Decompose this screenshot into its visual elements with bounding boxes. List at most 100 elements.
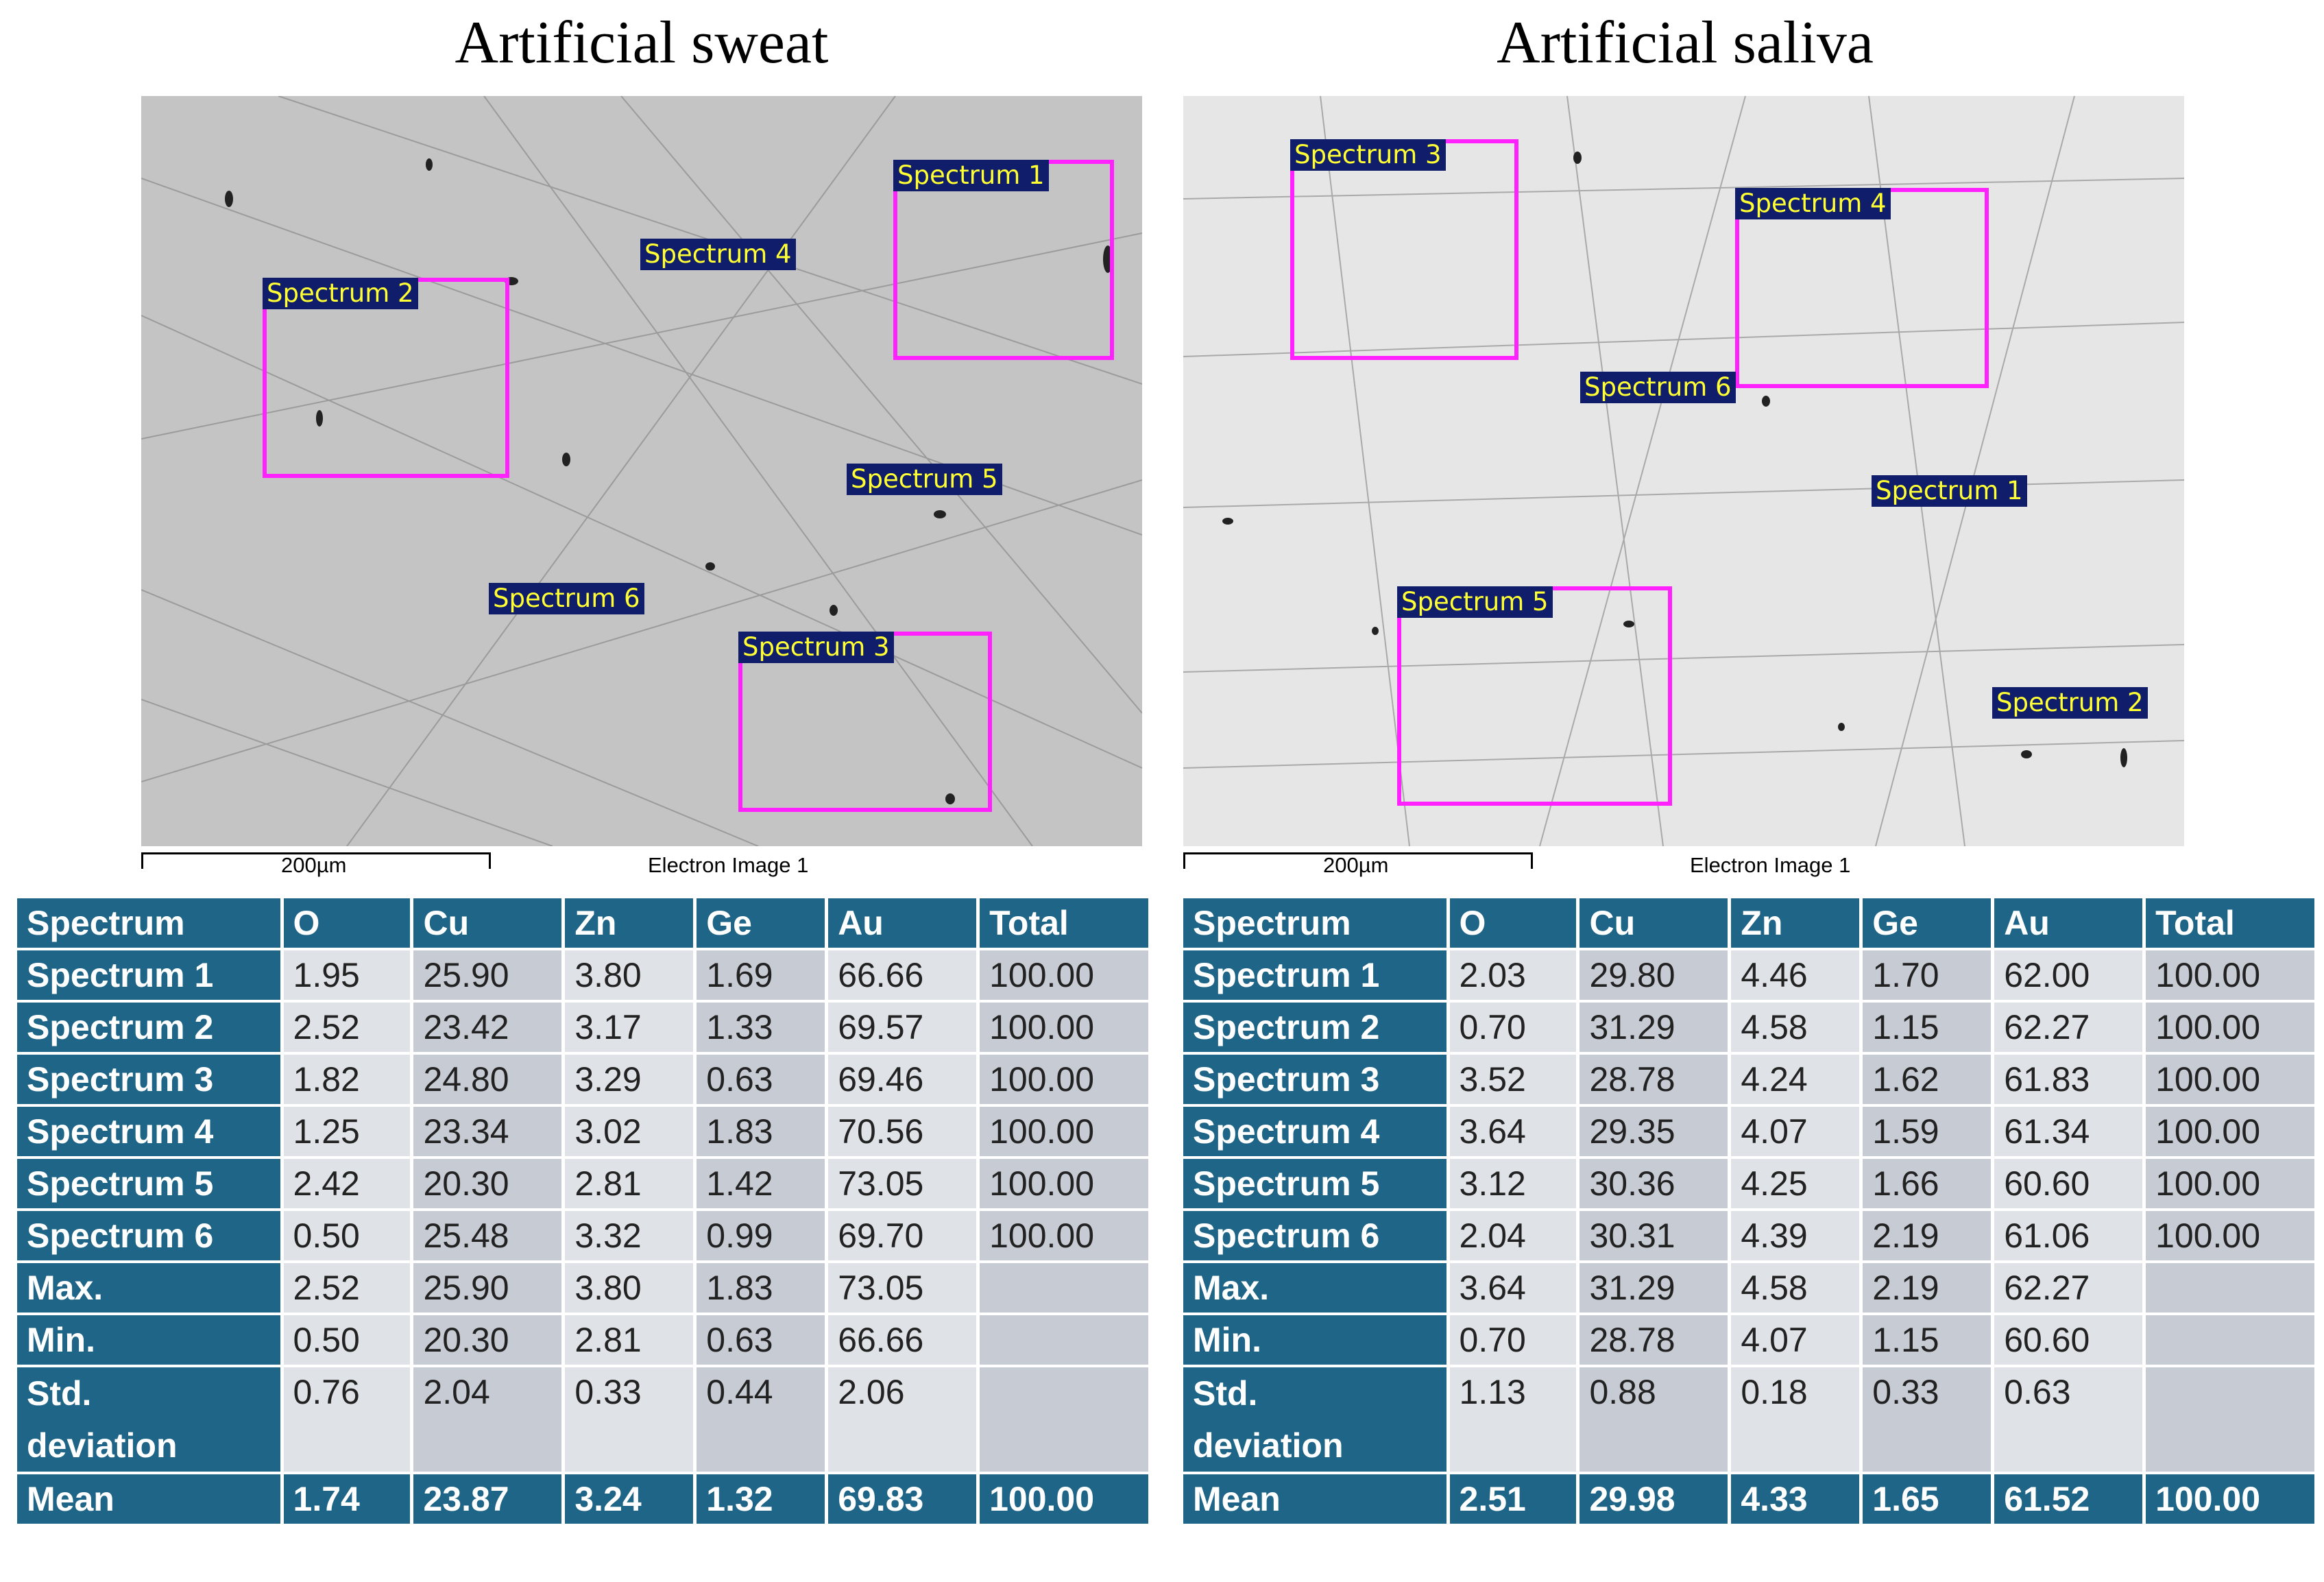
cell: 25.90 [413, 950, 562, 1000]
image-label: Electron Image 1 [1690, 853, 1851, 877]
cell: 1.83 [697, 1263, 825, 1313]
header-cell: Au [828, 898, 977, 948]
cell [2146, 1367, 2314, 1472]
cell: 2.51 [1449, 1474, 1577, 1524]
cell: 100.00 [980, 1159, 1148, 1208]
header-cell: O [283, 898, 411, 948]
cell: 29.80 [1579, 950, 1728, 1000]
cell: 31.29 [1579, 1263, 1728, 1313]
cell: 3.02 [565, 1107, 694, 1156]
cell: 0.63 [697, 1315, 825, 1365]
row-label: Spectrum 6 [1183, 1211, 1447, 1260]
cell: 100.00 [2146, 1211, 2314, 1260]
cell: 73.05 [828, 1159, 977, 1208]
saliva-panel: Artificial saliva Spectrum 1 Spectrum 2 … [1183, 0, 2321, 1582]
cell: 3.32 [565, 1211, 694, 1260]
cell: 60.60 [1994, 1315, 2143, 1365]
row-label: Spectrum 5 [17, 1159, 280, 1208]
table-row: Spectrum 5 3.12 30.36 4.25 1.66 60.60 10… [1183, 1159, 2314, 1208]
row-label: Spectrum 4 [1183, 1107, 1447, 1156]
cell: 4.58 [1731, 1263, 1860, 1313]
cell: 0.63 [697, 1055, 825, 1104]
cell: 1.69 [697, 950, 825, 1000]
cell [2146, 1263, 2314, 1313]
std-row: Std. deviation 0.76 2.04 0.33 0.44 2.06 [17, 1367, 1148, 1472]
sem-image: Spectrum 1 Spectrum 2 Spectrum 3 Spectru… [1183, 96, 2184, 846]
cell: 3.80 [565, 950, 694, 1000]
cell: 62.27 [1994, 1003, 2143, 1052]
spectrum-4-tag: Spectrum 4 [640, 239, 796, 270]
cell: 2.19 [1863, 1263, 1992, 1313]
header-cell: Spectrum [1183, 898, 1447, 948]
cell: 2.04 [413, 1367, 562, 1472]
spectrum-5-box [1397, 586, 1672, 806]
cell: 69.46 [828, 1055, 977, 1104]
cell: 100.00 [2146, 1055, 2314, 1104]
cell: 100.00 [980, 1003, 1148, 1052]
cell: 1.15 [1863, 1315, 1992, 1365]
spectrum-1-tag: Spectrum 1 [893, 160, 1049, 191]
panel-title: Artificial sweat [455, 10, 829, 76]
cell: 2.06 [828, 1367, 977, 1472]
row-label: Mean [1183, 1474, 1447, 1524]
cell [2146, 1315, 2314, 1365]
cell: 62.27 [1994, 1263, 2143, 1313]
cell: 0.44 [697, 1367, 825, 1472]
mean-row: Mean 2.51 29.98 4.33 1.65 61.52 100.00 [1183, 1474, 2314, 1524]
table-row: Spectrum 5 2.42 20.30 2.81 1.42 73.05 10… [17, 1159, 1148, 1208]
cell: 23.87 [413, 1474, 562, 1524]
cell: 1.15 [1863, 1003, 1992, 1052]
cell: 69.57 [828, 1003, 977, 1052]
cell: 0.50 [283, 1211, 411, 1260]
max-row: Max. 3.64 31.29 4.58 2.19 62.27 [1183, 1263, 2314, 1313]
header-cell: Zn [565, 898, 694, 948]
image-label: Electron Image 1 [648, 853, 809, 877]
cell: 1.65 [1863, 1474, 1992, 1524]
panel-title: Artificial saliva [1497, 10, 1874, 76]
cell: 73.05 [828, 1263, 977, 1313]
cell: 100.00 [2146, 1003, 2314, 1052]
cell: 28.78 [1579, 1055, 1728, 1104]
cell: 2.81 [565, 1315, 694, 1365]
row-label: Max. [1183, 1263, 1447, 1313]
mean-row: Mean 1.74 23.87 3.24 1.32 69.83 100.00 [17, 1474, 1148, 1524]
cell: 2.52 [283, 1003, 411, 1052]
cell: 28.78 [1579, 1315, 1728, 1365]
cell: 1.32 [697, 1474, 825, 1524]
cell: 23.34 [413, 1107, 562, 1156]
cell: 66.66 [828, 950, 977, 1000]
row-label: Spectrum 3 [1183, 1055, 1447, 1104]
scale-bar [1183, 852, 1533, 869]
row-label: Std. deviation [1183, 1367, 1447, 1472]
table-row: Spectrum 4 1.25 23.34 3.02 1.83 70.56 10… [17, 1107, 1148, 1156]
cell: 29.35 [1579, 1107, 1728, 1156]
cell: 0.76 [283, 1367, 411, 1472]
cell: 3.52 [1449, 1055, 1577, 1104]
cell: 70.56 [828, 1107, 977, 1156]
cell: 31.29 [1579, 1003, 1728, 1052]
row-label: Spectrum 1 [17, 950, 280, 1000]
cell: 3.17 [565, 1003, 694, 1052]
cell: 3.24 [565, 1474, 694, 1524]
row-label: Min. [1183, 1315, 1447, 1365]
row-label: Std. deviation [17, 1367, 280, 1472]
header-cell: Total [2146, 898, 2314, 948]
cell: 24.80 [413, 1055, 562, 1104]
cell: 0.18 [1731, 1367, 1860, 1472]
cell: 61.34 [1994, 1107, 2143, 1156]
table-row: Spectrum 1 2.03 29.80 4.46 1.70 62.00 10… [1183, 950, 2314, 1000]
row-label: Spectrum 4 [17, 1107, 280, 1156]
spectrum-3-box [1290, 139, 1518, 360]
min-row: Min. 0.70 28.78 4.07 1.15 60.60 [1183, 1315, 2314, 1365]
cell: 1.25 [283, 1107, 411, 1156]
cell [980, 1263, 1148, 1313]
cell: 23.42 [413, 1003, 562, 1052]
cell: 1.42 [697, 1159, 825, 1208]
cell: 1.13 [1449, 1367, 1577, 1472]
row-label: Max. [17, 1263, 280, 1313]
cell: 2.03 [1449, 950, 1577, 1000]
spectrum-6-tag: Spectrum 6 [1580, 372, 1736, 403]
cell: 1.59 [1863, 1107, 1992, 1156]
cell: 1.82 [283, 1055, 411, 1104]
cell: 0.63 [1994, 1367, 2143, 1472]
